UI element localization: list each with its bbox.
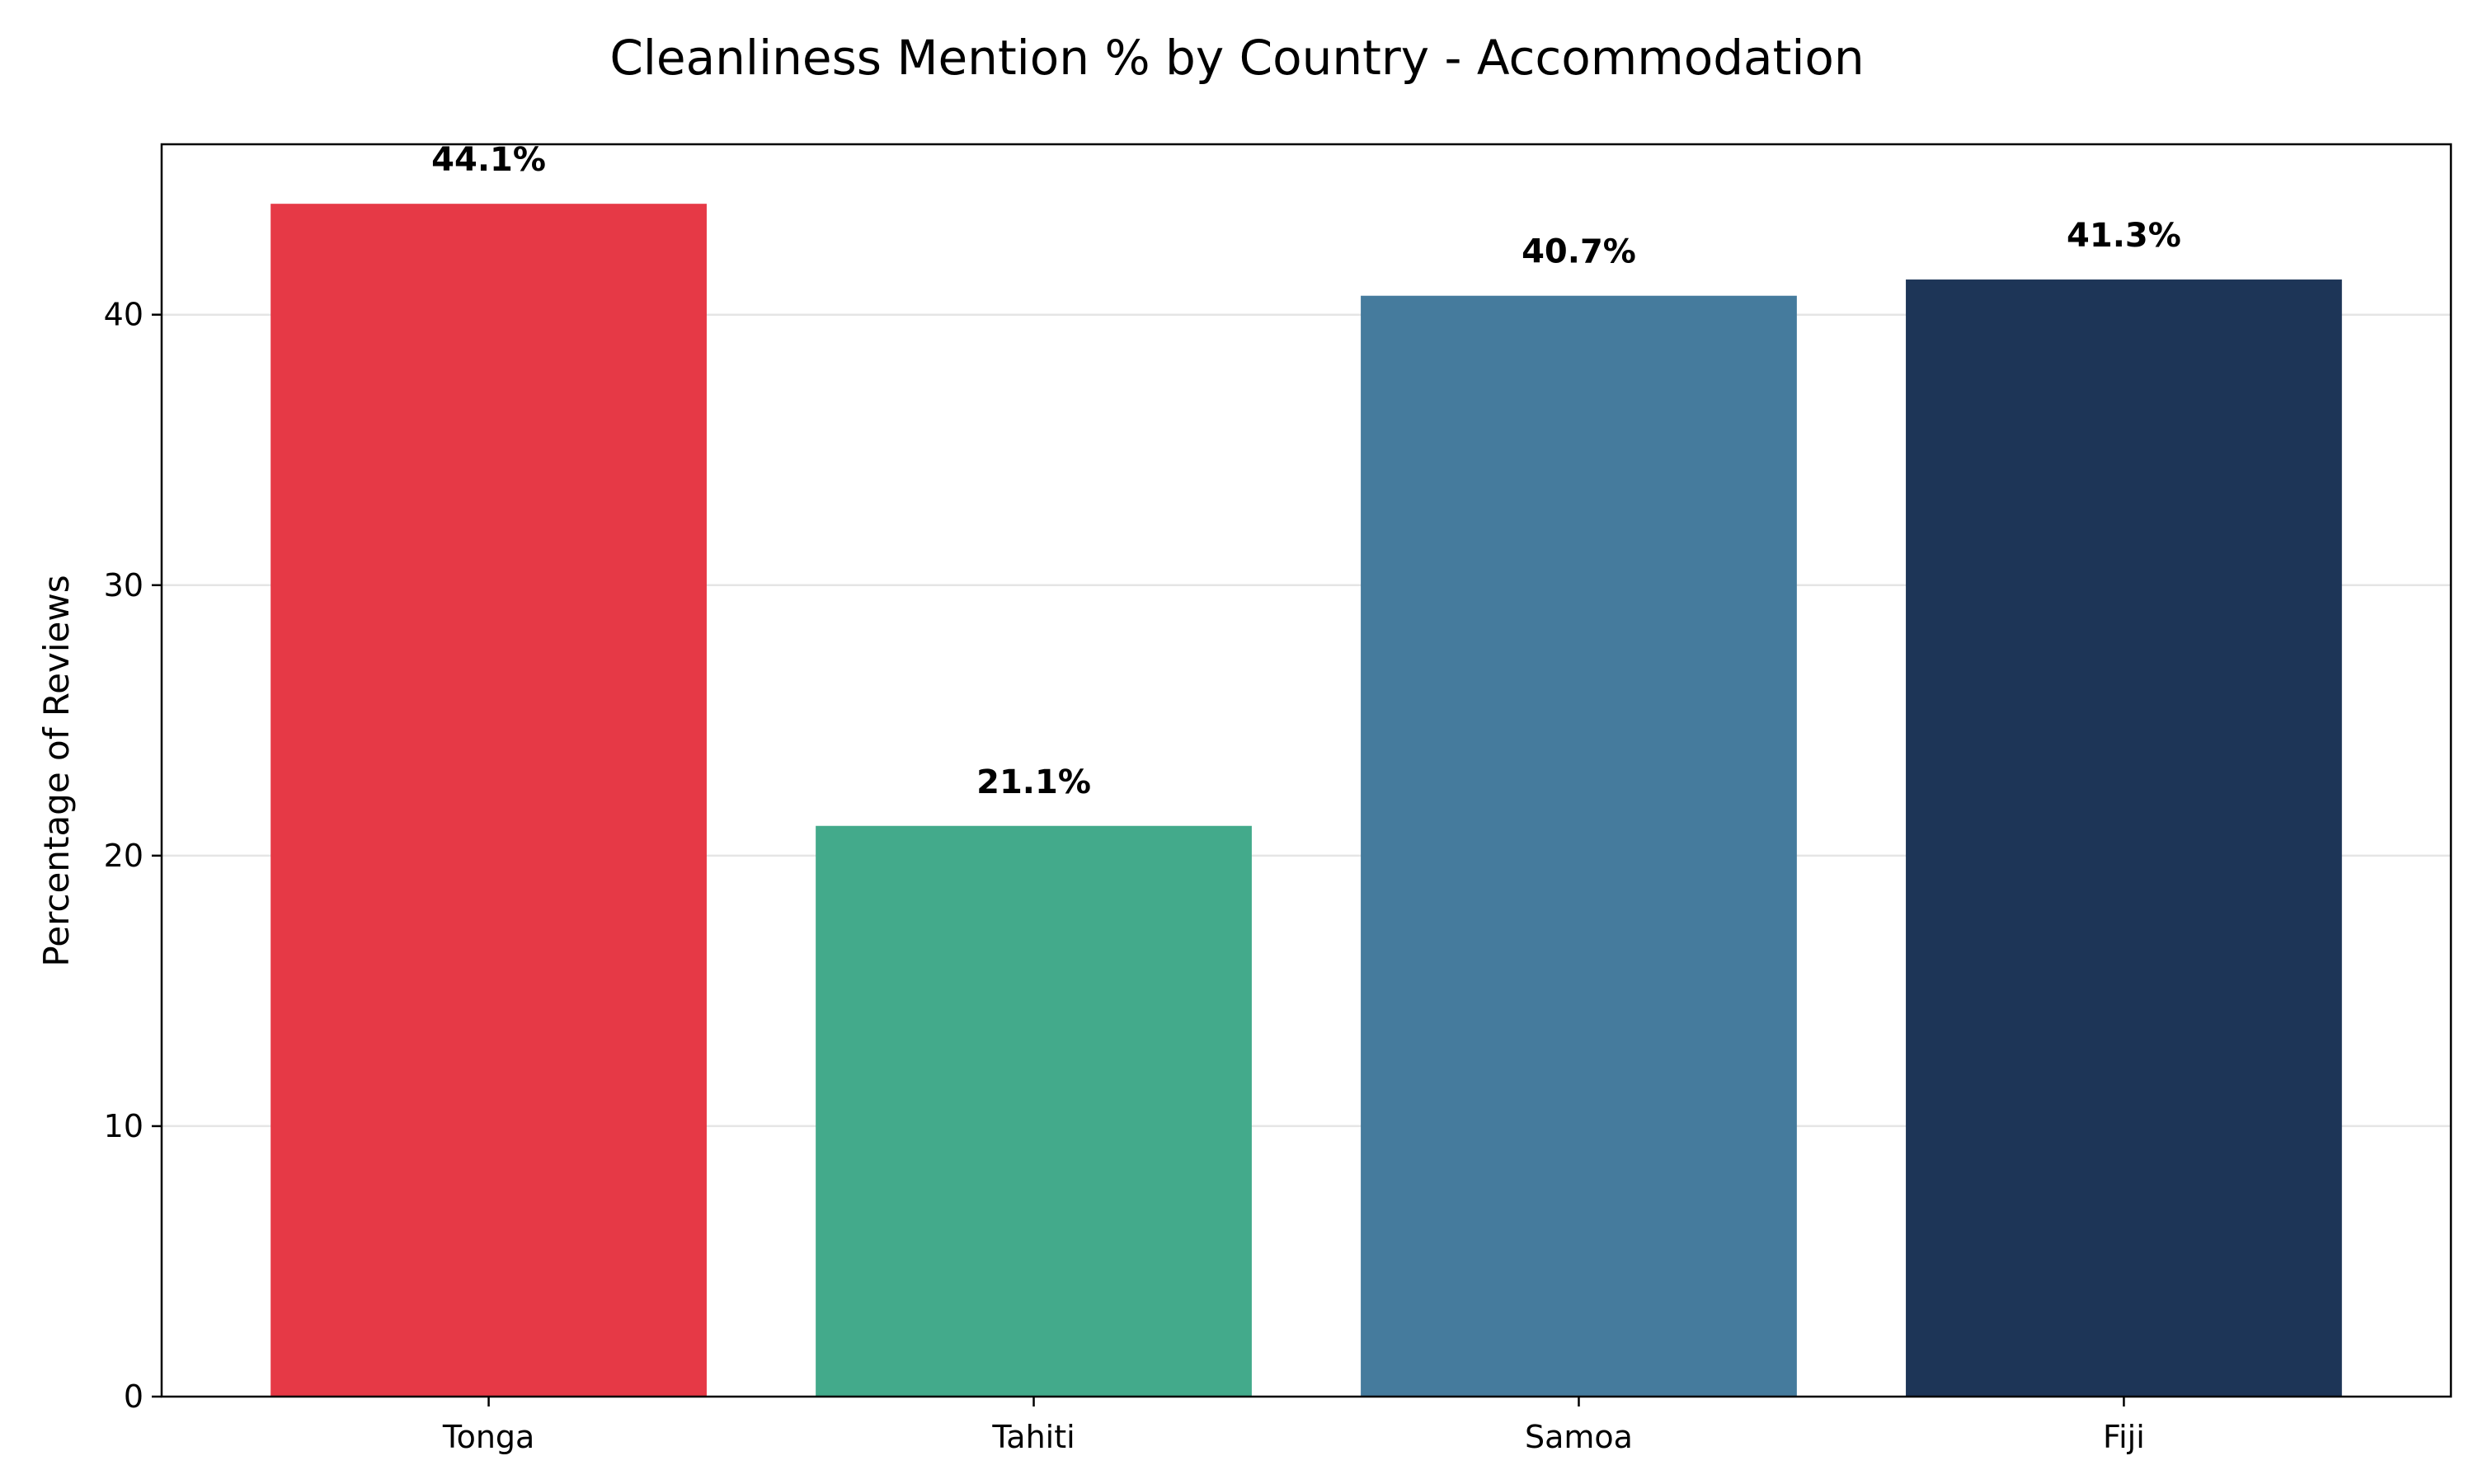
bar-fiji <box>1906 279 2342 1397</box>
value-labels: 44.1% 21.1% 40.7% 41.3% <box>431 141 2181 801</box>
bar-tahiti <box>816 825 1252 1397</box>
y-axis-label: Percentage of Reviews <box>36 575 77 966</box>
axes-frame <box>160 143 2453 1398</box>
y-tick-label: 10 <box>104 1108 143 1144</box>
y-tick-label: 0 <box>124 1378 143 1415</box>
bar-samoa <box>1361 295 1797 1397</box>
chart-title: Cleanliness Mention % by Country - Accom… <box>609 30 1864 86</box>
y-axis-ticks: 0 10 20 30 40 <box>104 297 162 1415</box>
x-tick-label-tahiti: Tahiti <box>991 1419 1075 1455</box>
value-label-tahiti: 21.1% <box>976 763 1091 801</box>
y-tick-label: 40 <box>104 297 143 333</box>
value-label-fiji: 41.3% <box>2067 217 2181 255</box>
x-axis-ticks: Tonga Tahiti Samoa Fiji <box>442 1397 2145 1455</box>
value-label-tonga: 44.1% <box>431 141 546 179</box>
bar-tonga <box>270 204 707 1397</box>
bars <box>270 204 2342 1397</box>
y-tick-label: 20 <box>104 838 143 874</box>
x-tick-label-tonga: Tonga <box>442 1419 535 1455</box>
x-tick-label-samoa: Samoa <box>1525 1419 1633 1455</box>
x-tick-label-fiji: Fiji <box>2103 1419 2145 1455</box>
y-tick-label: 30 <box>104 567 143 603</box>
value-label-samoa: 40.7% <box>1522 233 1636 271</box>
